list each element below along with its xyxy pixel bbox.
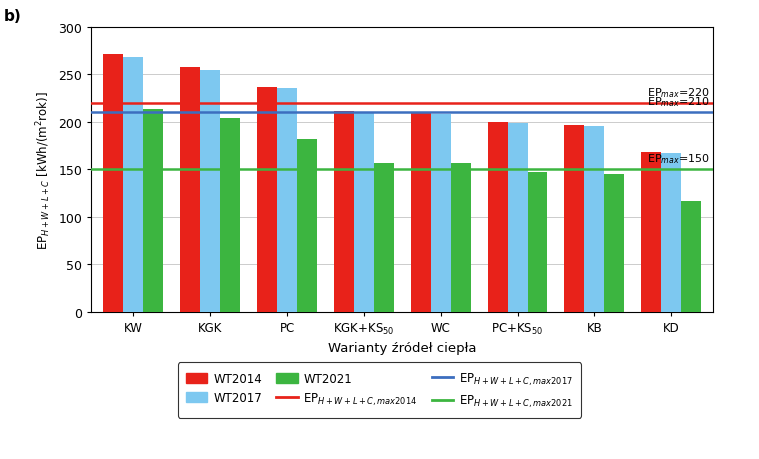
Bar — [124, 58, 143, 312]
Bar — [354, 114, 374, 312]
Bar — [604, 174, 625, 312]
Bar — [661, 154, 681, 312]
Bar — [220, 118, 240, 312]
Bar — [257, 88, 277, 312]
Bar — [430, 115, 451, 312]
Bar — [565, 126, 584, 312]
Bar — [681, 201, 701, 312]
X-axis label: Warianty źródeł ciepła: Warianty źródeł ciepła — [328, 342, 477, 355]
Bar — [584, 127, 604, 312]
Bar — [297, 140, 317, 312]
Bar — [277, 89, 297, 312]
Bar — [411, 114, 430, 312]
Bar — [374, 164, 394, 312]
Bar — [143, 110, 163, 312]
Text: b): b) — [4, 9, 21, 24]
Bar — [180, 68, 200, 312]
Bar — [103, 55, 124, 312]
Legend: WT2014, WT2017, WT2021, EP$_{H+W+L+C,max2014}$, EP$_{H+W+L+C,max2017}$, EP$_{H+W: WT2014, WT2017, WT2021, EP$_{H+W+L+C,max… — [178, 363, 581, 418]
Text: EP$_{max}$=220: EP$_{max}$=220 — [647, 86, 710, 100]
Y-axis label: EP$_{H+W+L+C}$ [kWh/(m$^2$rok)]: EP$_{H+W+L+C}$ [kWh/(m$^2$rok)] — [34, 90, 52, 249]
Bar — [508, 123, 528, 312]
Bar — [451, 164, 471, 312]
Bar — [528, 173, 547, 312]
Bar — [641, 153, 661, 312]
Bar — [334, 112, 354, 312]
Bar — [487, 123, 508, 312]
Text: EP$_{max}$=210: EP$_{max}$=210 — [647, 95, 710, 109]
Bar — [200, 71, 220, 312]
Text: EP$_{max}$=150: EP$_{max}$=150 — [647, 152, 710, 166]
